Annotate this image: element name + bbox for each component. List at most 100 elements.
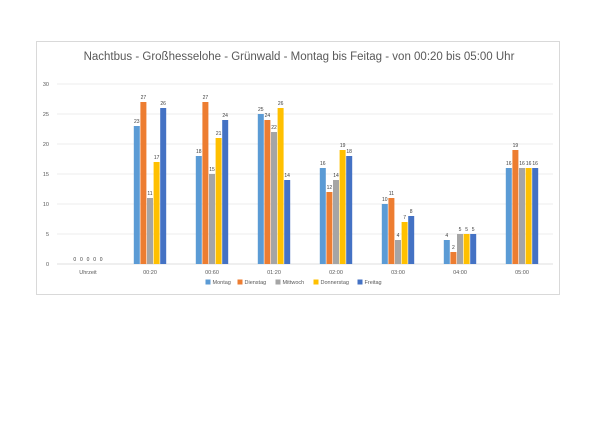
bar	[525, 168, 532, 264]
bar	[346, 156, 353, 264]
data-label: 14	[333, 173, 339, 179]
data-label: 10	[382, 197, 388, 203]
data-label: 0	[100, 257, 103, 263]
data-label: 0	[87, 257, 90, 263]
y-tick-label: 15	[43, 172, 49, 178]
bar	[277, 108, 284, 264]
data-label: 12	[327, 185, 333, 191]
bar	[257, 114, 264, 264]
bar	[470, 234, 477, 264]
bar	[381, 204, 388, 264]
data-label: 16	[526, 161, 532, 167]
data-label: 19	[513, 143, 519, 149]
data-label: 0	[80, 257, 83, 263]
bar	[222, 120, 229, 264]
legend-label: Montag	[213, 280, 231, 286]
data-label: 26	[160, 101, 166, 107]
data-label: 4	[397, 233, 400, 239]
data-label: 5	[472, 227, 475, 233]
bar	[215, 138, 222, 264]
legend-label: Dienstag	[245, 280, 267, 286]
x-tick-label: 05:00	[515, 270, 529, 276]
x-tick-label: 00:20	[143, 270, 157, 276]
y-tick-label: 5	[46, 232, 49, 238]
data-label: 24	[222, 113, 228, 119]
bars	[133, 102, 539, 264]
bar	[147, 198, 153, 264]
bar	[443, 240, 450, 264]
x-tick-label: Uhrzeit	[79, 270, 97, 276]
data-label: 0	[73, 257, 76, 263]
chart-frame: Nachtbus - Großhesselohe - Grünwald - Mo…	[36, 41, 560, 295]
bar	[408, 216, 415, 264]
data-label: 21	[216, 131, 222, 137]
chart-title: Nachtbus - Großhesselohe - Grünwald - Mo…	[84, 51, 515, 63]
bar	[388, 198, 395, 264]
x-tick-label: 01:20	[267, 270, 281, 276]
data-label: 16	[519, 161, 525, 167]
x-tick-label: 02:00	[329, 270, 343, 276]
bar	[209, 174, 215, 264]
bar	[519, 168, 525, 264]
bar	[326, 192, 333, 264]
bar	[284, 180, 291, 264]
data-label: 2	[452, 245, 455, 251]
bar	[505, 168, 512, 264]
data-label: 17	[154, 155, 160, 161]
bar	[271, 132, 277, 264]
data-label: 11	[389, 191, 394, 197]
data-label: 16	[532, 161, 538, 167]
legend-label: Donnerstag	[321, 280, 349, 286]
data-label: 18	[196, 149, 202, 155]
y-tick-label: 30	[43, 82, 49, 88]
data-label: 11	[147, 191, 152, 197]
bar	[202, 102, 209, 264]
bar	[153, 162, 160, 264]
bar	[512, 150, 519, 264]
data-label: 25	[258, 107, 264, 113]
data-label: 14	[284, 173, 290, 179]
data-label: 19	[340, 143, 346, 149]
x-tick-label: 03:00	[391, 270, 405, 276]
data-label: 4	[445, 233, 448, 239]
bar	[264, 120, 271, 264]
bar	[463, 234, 470, 264]
legend-swatch	[205, 279, 211, 285]
bar	[333, 180, 339, 264]
legend-swatch	[313, 279, 319, 285]
chart-svg: Nachtbus - Großhesselohe - Grünwald - Mo…	[43, 51, 553, 286]
data-label: 22	[271, 125, 277, 131]
data-label: 7	[403, 215, 406, 221]
gridlines	[57, 83, 553, 265]
bar	[450, 252, 457, 264]
data-label: 15	[209, 167, 215, 173]
bar	[133, 126, 140, 264]
bar	[140, 102, 147, 264]
bar	[532, 168, 539, 264]
data-label: 26	[278, 101, 284, 107]
data-label: 0	[93, 257, 96, 263]
bar	[339, 150, 346, 264]
data-label: 18	[346, 149, 352, 155]
legend-swatch	[275, 279, 281, 285]
legend-label: Mittwoch	[283, 280, 305, 286]
data-label: 27	[141, 95, 147, 101]
x-tick-label: 04:00	[453, 270, 467, 276]
x-tick-label: 00:60	[205, 270, 219, 276]
bar	[319, 168, 326, 264]
bar	[195, 156, 202, 264]
bar	[457, 234, 463, 264]
y-tick-label: 0	[46, 262, 49, 268]
y-axis: 0 5 10 15 20 25 30	[43, 82, 49, 268]
x-axis: Uhrzeit 00:20 00:60 01:20 02:00 03:00 04:00 05:…	[79, 270, 529, 276]
data-label: 16	[320, 161, 326, 167]
legend-swatch	[237, 279, 243, 285]
data-labels: 0 0 0 0 023271117261827152124252422261416121…	[73, 95, 538, 263]
bar	[401, 222, 408, 264]
data-label: 5	[465, 227, 468, 233]
y-tick-label: 10	[43, 202, 49, 208]
legend: Montag Dienstag Mittwoch Donnerstag Freitag	[205, 279, 382, 286]
y-tick-label: 25	[43, 112, 49, 118]
data-label: 16	[506, 161, 512, 167]
legend-swatch	[357, 279, 363, 285]
